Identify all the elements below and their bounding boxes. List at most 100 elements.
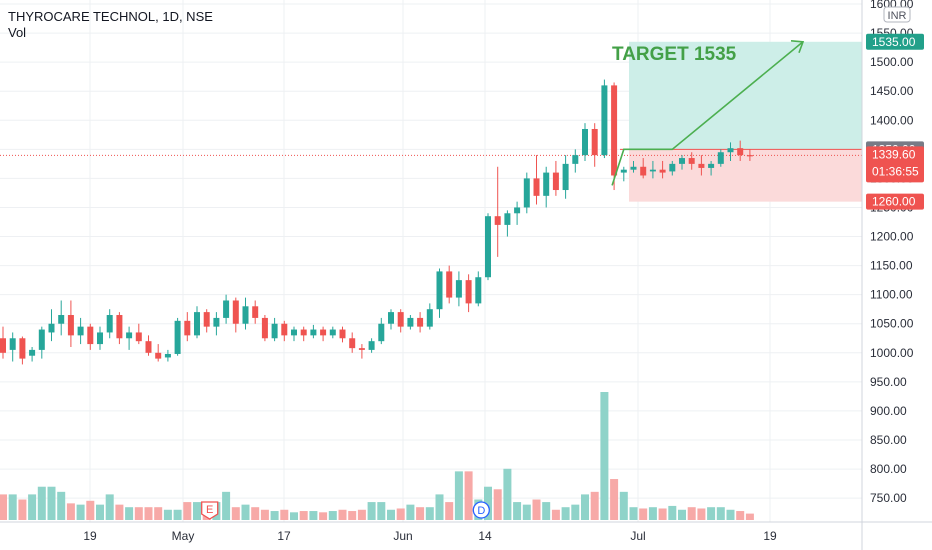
dividend-icon: [472, 501, 490, 519]
candle-body: [97, 332, 103, 345]
target-annotation-text[interactable]: TARGET 1535: [612, 44, 737, 65]
candle: [77, 317, 84, 345]
candle-body: [184, 320, 191, 336]
volume-bar: [639, 508, 648, 520]
candle-body: [281, 323, 288, 336]
volume-bar: [484, 486, 492, 520]
volume-bar: [629, 507, 638, 520]
candle: [746, 149, 753, 161]
candle-body: [9, 338, 16, 350]
candle: [446, 265, 453, 304]
candle-body: [727, 148, 734, 153]
candle-body: [523, 178, 530, 208]
event-marker-dividend[interactable]: D: [472, 501, 490, 519]
candle-body: [591, 128, 598, 156]
volume-bar: [144, 507, 153, 520]
volume-bar: [66, 503, 75, 520]
target-arrow[interactable]: [611, 39, 805, 186]
candle-body: [640, 166, 647, 176]
candle: [29, 346, 36, 362]
candle: [194, 306, 200, 339]
candle: [0, 326, 6, 359]
price-axis[interactable]: 1600.001550.001500.001450.001400.001350.…: [870, 0, 914, 505]
volume-bar: [493, 489, 502, 520]
candle-body: [601, 85, 608, 156]
target-zone[interactable]: [629, 41, 862, 150]
volume-bar: [0, 494, 7, 520]
candle-body: [746, 155, 753, 157]
candle: [358, 344, 365, 359]
candle-body: [116, 315, 123, 339]
candle-body: [455, 280, 462, 298]
candle-body: [417, 317, 424, 327]
volume-bar: [687, 507, 696, 520]
candle-body: [310, 329, 317, 336]
volume-bar: [270, 511, 279, 520]
currency-badge[interactable]: INR: [883, 6, 911, 23]
volume-bar: [600, 392, 609, 520]
candle-body: [87, 326, 94, 345]
volume-legend-label[interactable]: Vol: [8, 25, 26, 40]
candle: [378, 317, 385, 345]
price-tag-box: [866, 33, 924, 50]
candle-body: [397, 312, 404, 327]
volume-bar: [357, 509, 366, 520]
candle: [455, 271, 462, 307]
volume-bar: [658, 508, 667, 520]
volume-bar: [222, 491, 231, 520]
candle-body: [717, 152, 724, 164]
candle: [19, 336, 26, 365]
candle-body: [504, 213, 511, 225]
event-marker-label: D: [477, 505, 485, 517]
price-tick-label: 1200.00: [870, 230, 914, 244]
candle: [630, 160, 637, 173]
time-axis[interactable]: 19 May 17 Jun 14 Jul 19: [83, 529, 777, 543]
candle-body: [19, 338, 26, 359]
symbol-title[interactable]: THYROCARE TECHNOL, 1D, NSE: [8, 9, 213, 24]
candle-body: [0, 338, 6, 353]
volume-bar: [551, 509, 560, 520]
candle: [523, 172, 530, 214]
candle: [582, 123, 588, 161]
candle-body: [329, 329, 336, 336]
candle: [475, 271, 482, 307]
candle-body: [291, 329, 297, 336]
time-tick-label: 14: [478, 529, 492, 543]
candle-body: [203, 312, 210, 327]
candle: [164, 349, 171, 362]
candle-body: [688, 158, 695, 164]
candle-body: [67, 315, 74, 336]
candle: [407, 315, 414, 330]
price-tick-label: 1000.00: [870, 346, 914, 360]
price-tag-stop: 1260.00: [866, 193, 924, 210]
volume-bar: [290, 512, 298, 520]
candle-body: [562, 163, 569, 191]
volume-bar: [610, 479, 619, 520]
volume-bar: [561, 507, 570, 520]
volume-bar: [18, 499, 27, 520]
volume-bar: [445, 502, 454, 520]
volume-bar: [47, 486, 56, 520]
price-tick-label: 1450.00: [870, 84, 914, 98]
volume-bar: [571, 504, 580, 520]
event-marker-earnings[interactable]: E: [201, 501, 219, 520]
candle-body: [155, 352, 162, 359]
stop-zone[interactable]: [629, 149, 862, 202]
candle-body: [698, 163, 705, 168]
candle: [494, 166, 501, 257]
price-tick-label: 1400.00: [870, 113, 914, 127]
candle: [155, 344, 162, 362]
candle: [9, 332, 16, 362]
candle: [242, 297, 249, 330]
target-arrow-line: [611, 41, 804, 186]
candle-body: [242, 306, 249, 324]
volume-bar: [522, 504, 531, 520]
candle-body: [135, 332, 142, 342]
volume-bar: [28, 494, 37, 520]
candle: [184, 312, 191, 342]
candle: [232, 297, 239, 333]
volume-bar: [348, 511, 357, 520]
